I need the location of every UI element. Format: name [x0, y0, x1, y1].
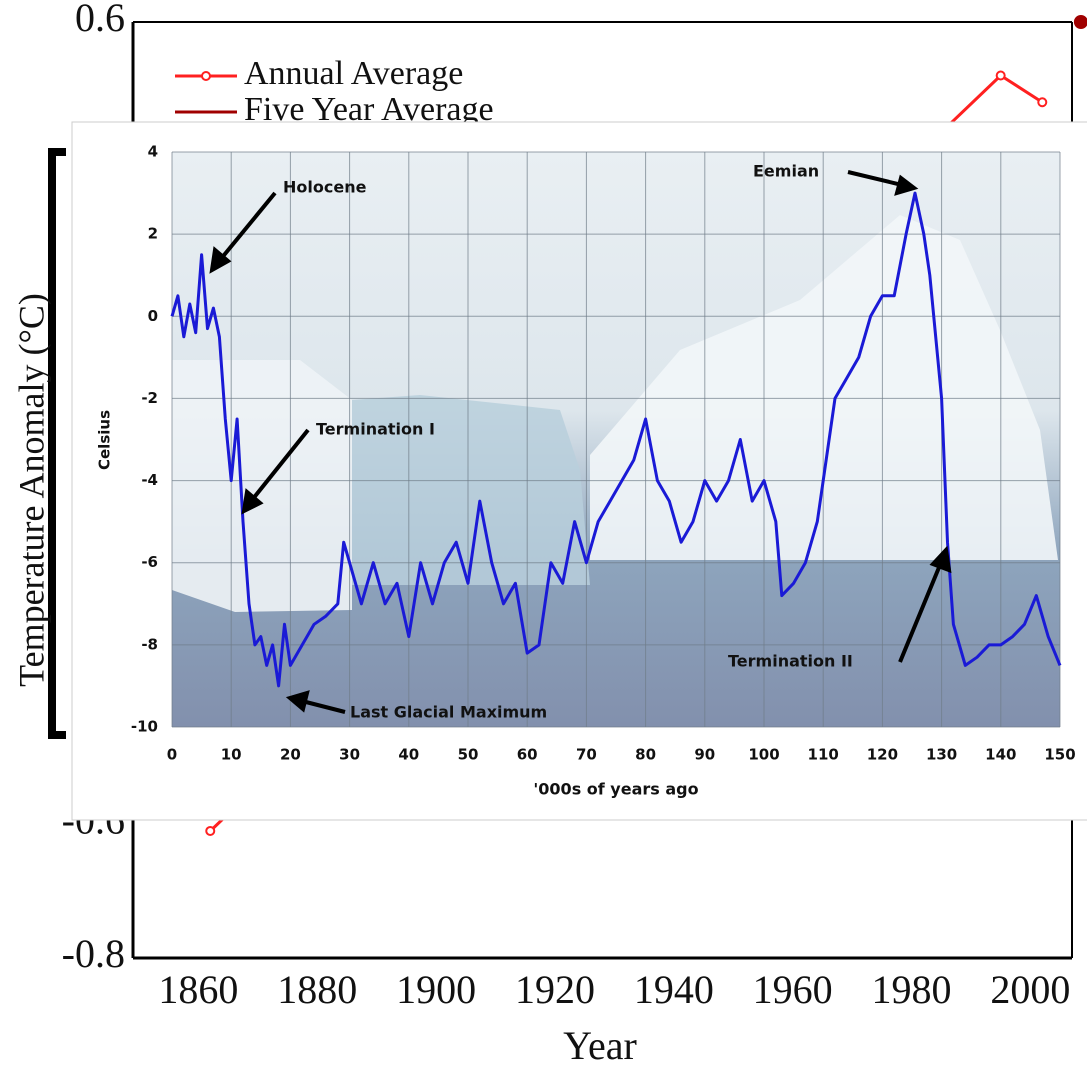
annotation: Holocene — [283, 178, 367, 197]
y-axis-label: Celsius — [96, 410, 114, 470]
background-chart: -0.8-0.60.618601880190019201940196019802… — [11, 0, 1087, 1066]
legend-marker — [201, 71, 211, 81]
y-tick-label: -4 — [141, 471, 158, 489]
iceberg — [590, 215, 1058, 560]
y-tick-label: 4 — [148, 143, 158, 161]
x-tick-label: 1900 — [396, 967, 476, 1012]
annotation: Last Glacial Maximum — [350, 703, 547, 722]
y-tick-label: -8 — [141, 635, 158, 653]
data-point — [205, 825, 216, 836]
x-tick-label: 0 — [167, 746, 177, 764]
x-tick-label: 20 — [280, 746, 301, 764]
data-point — [995, 70, 1006, 81]
y-tick-label: -10 — [131, 718, 158, 736]
x-tick-label: 1880 — [277, 967, 357, 1012]
x-tick-label: 80 — [635, 746, 656, 764]
y-tick-label: 0 — [148, 307, 158, 325]
y-tick-label: 0.6 — [75, 0, 125, 40]
y-axis-label: Temperature Anomaly (°C) — [11, 293, 51, 687]
x-tick-label: 60 — [517, 746, 538, 764]
arrows — [209, 170, 952, 714]
x-axis-label: '000s of years ago — [533, 780, 698, 799]
legend-label: Annual Average — [244, 55, 463, 92]
x-tick-label: 1960 — [753, 967, 833, 1012]
x-tick-label: 1980 — [872, 967, 952, 1012]
overlay-chart: Celsius '000s of years ago Holocene Eemi… — [71, 121, 1087, 821]
x-tick-label: 1920 — [515, 967, 595, 1012]
x-tick-label: 2000 — [990, 967, 1070, 1012]
y-tick-label: -0.8 — [62, 931, 125, 976]
y-tick-label: 2 — [148, 225, 158, 243]
data-point — [1037, 97, 1048, 108]
annotation: Termination I — [316, 420, 435, 439]
data-line — [170, 191, 1062, 688]
x-tick-label: 140 — [985, 746, 1016, 764]
x-tick-label: 1860 — [158, 967, 238, 1012]
x-axis-label: Year — [563, 1023, 637, 1066]
plot — [170, 151, 1062, 728]
x-tick-label: 50 — [458, 746, 479, 764]
x-tick-label: 110 — [808, 746, 839, 764]
data-point — [1073, 15, 1087, 29]
x-tick-label: 70 — [576, 746, 597, 764]
annotation: Termination II — [728, 652, 853, 671]
bracket — [48, 148, 66, 739]
x-tick-label: 120 — [867, 746, 898, 764]
x-tick-label: 130 — [926, 746, 957, 764]
x-tick-label: 100 — [748, 746, 779, 764]
iceberg — [352, 395, 590, 585]
x-tick-label: 30 — [339, 746, 360, 764]
y-tick-label: -6 — [141, 553, 158, 571]
annotation: Eemian — [753, 162, 819, 181]
x-tick-label: 1940 — [634, 967, 714, 1012]
x-tick-label: 90 — [694, 746, 715, 764]
x-tick-label: 40 — [398, 746, 419, 764]
x-tick-label: 150 — [1044, 746, 1075, 764]
x-tick-label: 10 — [221, 746, 242, 764]
y-tick-label: -2 — [141, 389, 158, 407]
